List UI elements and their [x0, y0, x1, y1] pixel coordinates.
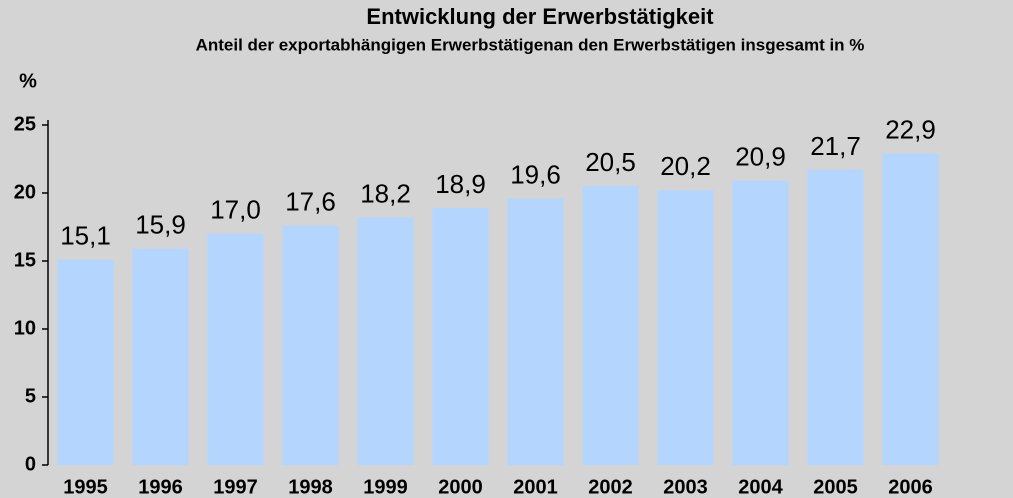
- x-tick-label: 1996: [138, 476, 183, 498]
- bar: [357, 217, 414, 465]
- bar: [282, 225, 339, 465]
- value-label: 21,7: [810, 131, 861, 161]
- value-label: 18,9: [435, 169, 486, 199]
- x-tick-label: 2005: [813, 476, 858, 498]
- bar: [132, 248, 189, 465]
- bar: [57, 259, 114, 465]
- x-tick-label: 1997: [213, 476, 258, 498]
- y-axis-label: %: [19, 70, 37, 92]
- bar: [207, 233, 264, 465]
- value-label: 22,9: [885, 114, 936, 144]
- value-label: 17,0: [210, 195, 261, 225]
- value-label: 20,2: [660, 151, 711, 181]
- value-label: 20,5: [585, 147, 636, 177]
- y-tick-label: 20: [14, 181, 36, 203]
- chart-subtitle: Anteil der exportabhängigen Erwerbstätig…: [196, 35, 865, 54]
- bar: [432, 207, 489, 465]
- value-label: 15,9: [135, 210, 186, 240]
- x-tick-label: 2006: [888, 476, 933, 498]
- bar: [507, 198, 564, 465]
- chart-title: Entwicklung der Erwerbstätigkeit: [366, 4, 714, 29]
- y-tick-label: 5: [25, 385, 36, 407]
- x-tick-label: 1998: [288, 476, 333, 498]
- bar: [882, 153, 939, 465]
- value-label: 15,1: [60, 221, 111, 251]
- value-label: 19,6: [510, 159, 561, 189]
- bar: [582, 186, 639, 465]
- value-label: 20,9: [735, 142, 786, 172]
- bar: [807, 169, 864, 465]
- x-tick-label: 1995: [63, 476, 108, 498]
- bar: [732, 180, 789, 465]
- bar: [657, 190, 714, 465]
- y-tick-label: 0: [25, 453, 36, 475]
- y-tick-label: 25: [14, 113, 36, 135]
- y-tick-label: 10: [14, 317, 36, 339]
- y-tick-label: 15: [14, 249, 36, 271]
- x-tick-label: 2003: [663, 476, 708, 498]
- x-tick-label: 1999: [363, 476, 408, 498]
- x-tick-label: 2004: [738, 476, 783, 498]
- value-label: 18,2: [360, 178, 411, 208]
- x-tick-label: 2000: [438, 476, 483, 498]
- x-tick-label: 2002: [588, 476, 633, 498]
- x-tick-label: 2001: [513, 476, 558, 498]
- value-label: 17,6: [285, 187, 336, 217]
